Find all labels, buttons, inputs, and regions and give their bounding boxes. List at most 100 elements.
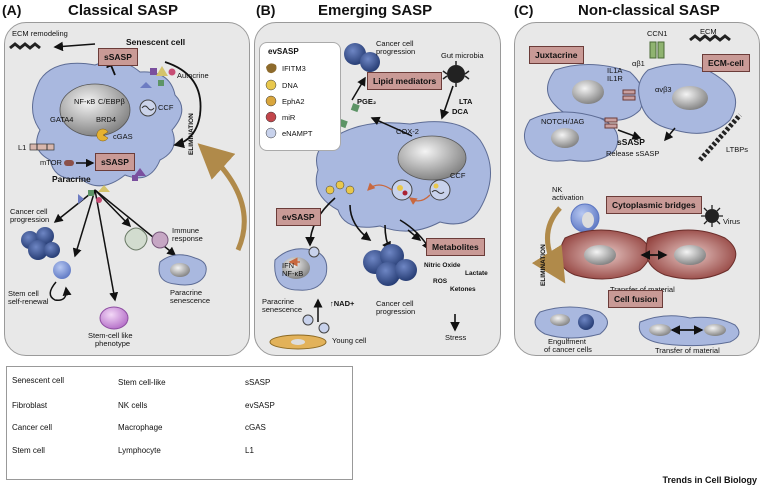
engulfment-1: Engulfment	[548, 337, 586, 346]
ketones-label: Ketones	[450, 286, 476, 293]
paracrine-senescence-b-2: senescence	[262, 305, 303, 314]
paracrine-senescence-a-1: Paracrine	[170, 288, 203, 297]
panel-a-letter: (A)	[2, 2, 22, 18]
nucleus-b	[397, 135, 467, 181]
lactate-label: Lactate	[465, 270, 488, 277]
ccf-label-a: CCF	[158, 103, 174, 112]
nucleus-a	[59, 83, 131, 137]
legend-lymphocyte: Lymphocyte	[118, 446, 161, 455]
cancer-progression-b-bot-1: Cancer cell	[376, 299, 414, 308]
ssasp-top-box: sSASP	[98, 48, 138, 66]
ev-item-0: IFITM3	[282, 64, 306, 73]
journal-footer: Trends in Cell Biology	[662, 475, 757, 485]
brd4-label: BRD4	[96, 115, 117, 124]
panel-c-graphics	[524, 34, 742, 347]
ros-label: ROS	[433, 278, 448, 285]
ecm-remodeling-label: ECM remodeling	[12, 29, 68, 38]
gut-microbia-label: Gut microbia	[441, 51, 484, 60]
nfkb-label-b: NF-κB	[282, 269, 304, 278]
cancer-cell-cluster-b	[363, 244, 417, 286]
legend-fibroblast: Fibroblast	[12, 401, 48, 410]
panel-a-graphics	[9, 41, 247, 330]
legend-cgas: cGAS	[245, 423, 266, 432]
ev-item-4: eNAMPT	[282, 129, 313, 138]
panel-a-title: Classical SASP	[68, 2, 179, 19]
immune-response-2: response	[172, 234, 203, 243]
stress-label: Stress	[445, 333, 467, 342]
legend-ssasp: sSASP	[245, 378, 271, 387]
evsasp-list-icons	[265, 63, 277, 139]
cancer-progression-b-bot-2: progression	[376, 307, 416, 316]
pge2-label: PGE₂	[357, 97, 377, 106]
legend-stem-cell-like: Stem cell-like	[118, 378, 166, 387]
immune-response-1: Immune	[172, 226, 200, 235]
lta-label: LTA	[459, 97, 473, 106]
elimination-label-c: ELIMINATION	[540, 244, 547, 286]
panel-c-letter: (C)	[514, 2, 534, 18]
transfer-material-1: Transfer of material	[610, 286, 675, 294]
legend-box	[6, 366, 353, 480]
virus-label: Virus	[723, 217, 740, 226]
cancer-progression-a-1: Cancer cell	[10, 207, 48, 216]
engulfment-2: of cancer cells	[544, 345, 592, 354]
autocrine-label: Autocrine	[177, 71, 209, 80]
evsasp-list-title: evSASP	[268, 47, 299, 56]
cytoplasmic-bridges-box: Cytoplasmic bridges	[606, 196, 702, 214]
l1-label-a: L1	[18, 143, 27, 152]
juxtacrine-box: Juxtacrine	[529, 46, 584, 64]
cebp-label: C/EBPβ	[98, 97, 125, 106]
ssasp-label-c: sSASP	[617, 137, 645, 147]
legend-l1: L1	[245, 446, 254, 455]
cox2-label: COX-2	[396, 127, 419, 136]
evsasp-box: evSASP	[276, 208, 321, 226]
young-cell-label: Young cell	[332, 336, 367, 345]
panel-c-title: Non-classical SASP	[578, 2, 720, 19]
ev-item-2: EphA2	[282, 97, 305, 106]
avb3-label: αvβ3	[655, 85, 672, 94]
legend-senescent-cell: Senescent cell	[12, 376, 65, 385]
paracrine-label: Paracrine	[52, 174, 91, 184]
ccf-label-b: CCF	[450, 171, 466, 180]
ev-item-3: miR	[282, 113, 296, 122]
cancer-progression-a-2: progression	[10, 215, 50, 224]
ecm-label: ECM	[700, 27, 717, 36]
ecm-fiber-icon	[9, 42, 41, 50]
nk-activation-2: activation	[552, 193, 584, 202]
metabolites-box: Metabolites	[426, 238, 485, 256]
cgas-label-a: cGAS	[113, 132, 133, 141]
panel-b-title: Emerging SASP	[318, 2, 433, 19]
legend-cancer-cell: Cancer cell	[12, 423, 53, 432]
transfer-material-2: Transfer of material	[655, 346, 720, 355]
elimination-label-a: ELIMINATION	[188, 113, 195, 155]
legend-macrophage: Macrophage	[118, 423, 163, 432]
cancer-progression-b-top-1: Cancer cell	[376, 39, 414, 48]
ev-item-1: DNA	[282, 81, 298, 90]
ssasp-mid-box: sSASP	[95, 153, 135, 171]
stemlike-2: phenotype	[95, 339, 131, 348]
ccn1-label: CCN1	[647, 29, 668, 38]
stem-renewal-2: self-renewal	[8, 297, 49, 306]
legend-stem-cell: Stem cell	[12, 446, 45, 455]
cell-fusion-box: Cell fusion	[608, 290, 664, 308]
ab1-label: αβ1	[632, 59, 645, 68]
il1a-label: IL1A	[607, 66, 623, 75]
paracrine-senescence-b-1: Paracrine	[262, 297, 295, 306]
il1r-label: IL1R	[607, 74, 623, 83]
nk-activation-1: NK	[552, 185, 563, 194]
panel-b-graphics	[269, 43, 491, 350]
nad-label: ↑NAD+	[330, 299, 355, 308]
stemlike-1: Stem-cell like	[88, 331, 133, 340]
release-ssasp-label: Release sSASP	[606, 149, 660, 158]
senescent-cell-label: Senescent cell	[126, 37, 186, 47]
gata4-label: GATA4	[50, 115, 74, 124]
nfkb-label: NF-κB	[74, 97, 96, 106]
panel-b-letter: (B)	[256, 2, 276, 18]
ltbps-label: LTBPs	[726, 145, 748, 154]
cancer-cell-cluster-a	[21, 227, 60, 260]
legend-nk-cells: NK cells	[118, 401, 148, 410]
notch-label: NOTCH/JAG	[541, 117, 585, 126]
ecm-cell-box: ECM-cell	[702, 54, 750, 72]
evsasp-list: evSASP IFITM3 DNA EphA2 miR eNAMPT	[259, 42, 341, 151]
stem-renewal-1: Stem cell	[8, 289, 39, 298]
cancer-progression-b-top-2: progression	[376, 47, 416, 56]
